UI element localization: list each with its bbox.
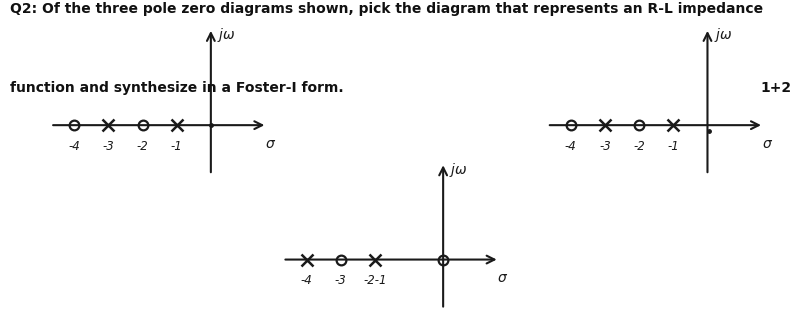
Text: $j\omega$: $j\omega$: [217, 27, 235, 44]
Text: function and synthesize in a Foster-I form.: function and synthesize in a Foster-I fo…: [10, 81, 344, 95]
Text: -1: -1: [667, 140, 679, 153]
Text: $j\omega$: $j\omega$: [449, 161, 468, 179]
Text: -4: -4: [300, 274, 312, 287]
Text: -3: -3: [103, 140, 115, 153]
Text: $\sigma$: $\sigma$: [497, 271, 509, 285]
Text: -2-1: -2-1: [363, 274, 387, 287]
Text: -3: -3: [599, 140, 611, 153]
Text: -2: -2: [137, 140, 148, 153]
Text: $j\omega$: $j\omega$: [714, 27, 732, 44]
Text: -2: -2: [634, 140, 645, 153]
Text: -4: -4: [68, 140, 80, 153]
Text: -4: -4: [565, 140, 577, 153]
Text: 1+2: 1+2: [760, 81, 791, 95]
Text: $\sigma$: $\sigma$: [762, 137, 773, 151]
Text: -3: -3: [335, 274, 347, 287]
Text: Q2: Of the three pole zero diagrams shown, pick the diagram that represents an R: Q2: Of the three pole zero diagrams show…: [10, 2, 763, 16]
Text: $\sigma$: $\sigma$: [265, 137, 276, 151]
Text: -1: -1: [171, 140, 183, 153]
